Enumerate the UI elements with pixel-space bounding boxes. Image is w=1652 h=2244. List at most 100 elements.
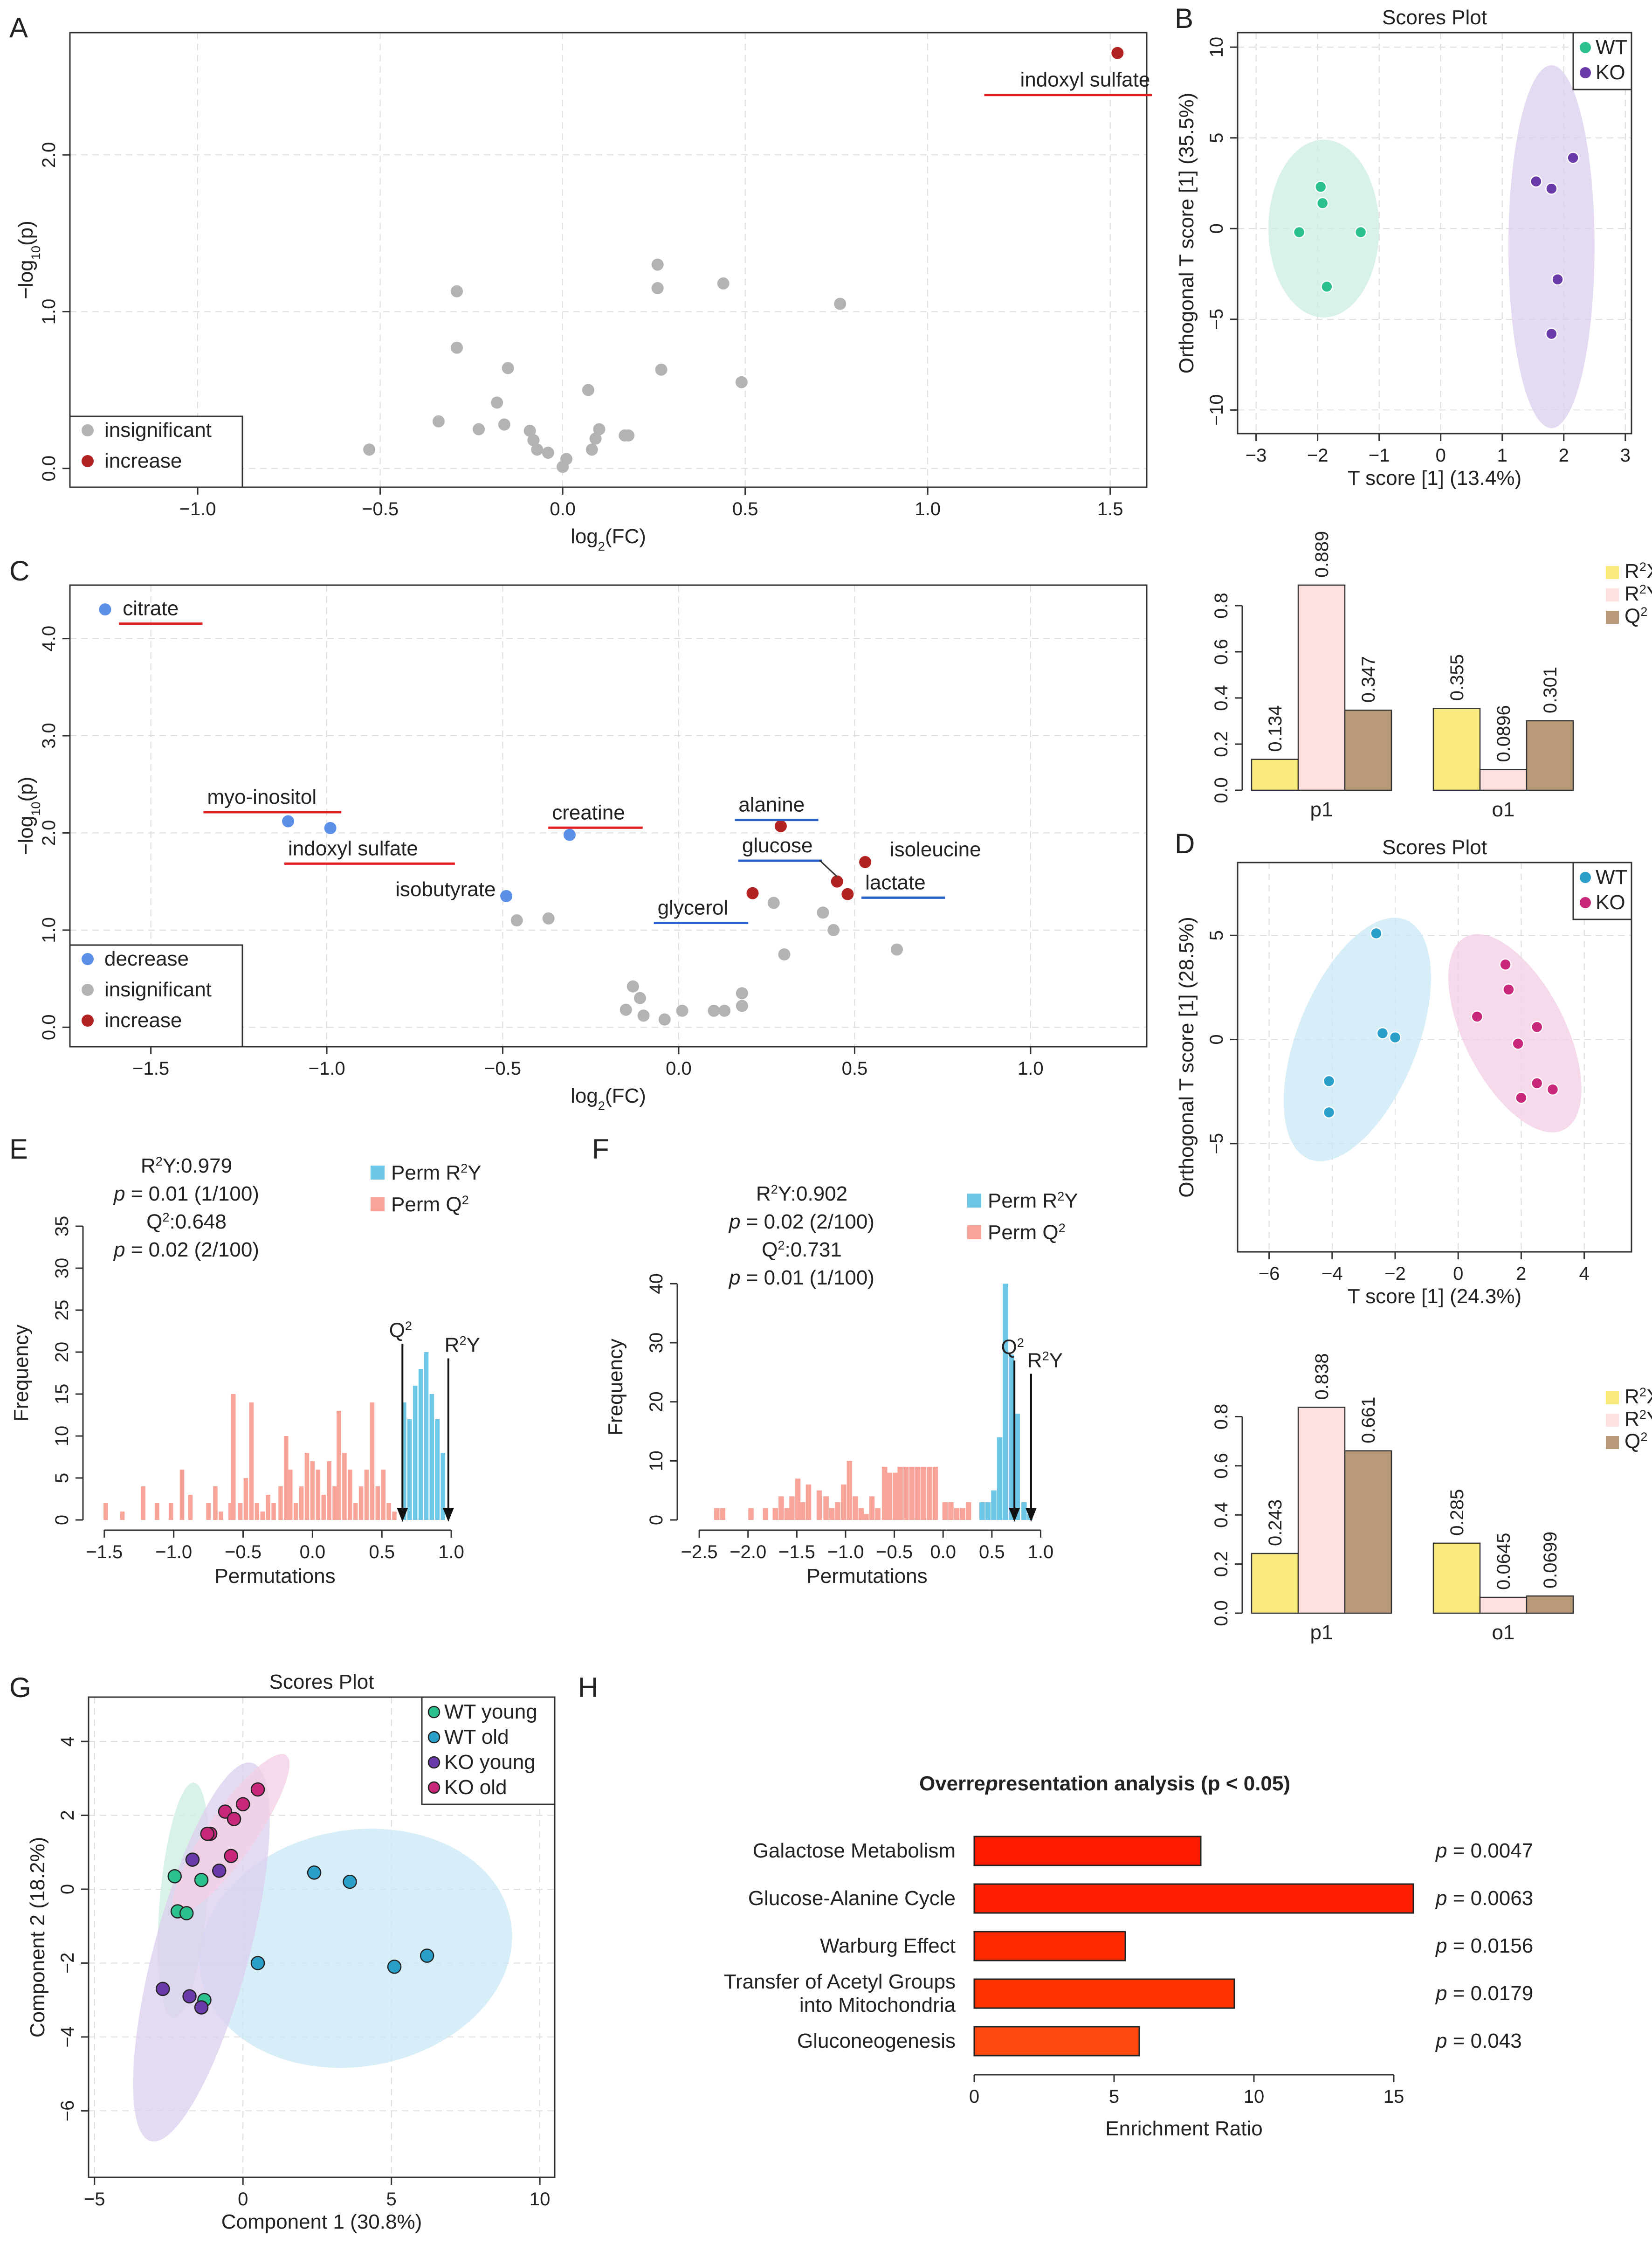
y-tick-label: 2 [57,1810,78,1820]
hist-bar-perm-q2 [141,1486,145,1520]
point-label: isobutyrate [395,878,496,901]
legend-marker [82,953,94,965]
y-tick-label: 30 [646,1333,667,1353]
legend-label: KO old [444,1776,507,1799]
title-part: resentation analysis (p < 0.05) [998,1772,1290,1795]
legend-label-part: 2 [1057,1189,1064,1203]
legend-label: increase [104,1009,182,1032]
bar-value-label: 0.134 [1265,705,1286,752]
marker-label-part: Y [1049,1349,1063,1372]
data-point-insignificant [637,1009,650,1022]
x-tick-label: 5 [386,2189,397,2209]
data-point-insignificant [582,384,594,396]
data-point-decrease [99,603,111,616]
hist-bar-perm-q2 [386,1503,391,1520]
hist-bar-perm-q2 [219,1512,223,1520]
x-axis-title: Component 1 (30.8%) [221,2210,422,2233]
score-point-wt-old [307,1865,322,1880]
confidence-ellipse-wt-old [199,1829,512,2068]
legend-label-part: R [1624,560,1639,583]
marker-label: Q2 [389,1319,412,1342]
data-point-insignificant [891,943,903,956]
hist-bar-perm-q2 [278,1486,283,1520]
y-axis-title-part: Orthogonal T score [1] (35.5%) [1175,93,1198,373]
legend-label-part: Y [1064,1189,1078,1212]
y-tick-label: 0 [57,1884,78,1894]
hist-bar-perm-r2y [441,1453,445,1520]
hist-bar-perm-q2 [863,1514,869,1520]
hist-bar-perm-r2y [985,1502,991,1520]
legend-label-part: Perm Q [391,1193,462,1216]
legend-swatch [1606,1436,1619,1449]
x-tick-label: 0.0 [666,1058,692,1079]
hist-bar-perm-q2 [932,1467,938,1520]
data-point-insignificant [655,363,668,376]
x-tick-label: 0.5 [842,1058,868,1079]
bar-value-label: 0.661 [1358,1397,1379,1443]
hist-bar-perm-q2 [299,1486,304,1520]
score-point-ko [1499,958,1512,971]
marker-label: R2Y [1027,1348,1063,1372]
legend-swatch [1606,1414,1619,1427]
data-point-insignificant [542,447,554,459]
hist-bar-perm-q2 [327,1461,331,1520]
data-point-insignificant [718,1004,731,1017]
data-point-insignificant [451,341,463,354]
x-axis-title-part: T score [1] (13.4%) [1348,467,1521,490]
bar-r2x-p1 [1251,1553,1299,1614]
x-axis-title-part: (FC) [605,525,646,548]
stat-line-part: = 0.02 (2/100) [125,1238,259,1261]
hist-bar-perm-q2 [103,1503,108,1520]
score-point-wt [1322,1106,1335,1119]
x-tick-label: 1.0 [438,1542,464,1562]
score-point-ko [1471,1010,1484,1023]
y-axis-title: −log10(p) [14,221,43,299]
marker-label-part: R [1027,1349,1042,1372]
stat-line: Q2:0.648 [146,1210,227,1234]
y-tick-label: 0.4 [1211,685,1232,711]
x-tick-label: 15 [1384,2086,1404,2107]
y-axis-title-part: Frequency [10,1325,33,1422]
score-point-ko [1530,175,1542,188]
y-tick-label: 3.0 [39,723,59,749]
hist-bar-perm-r2y [1021,1502,1027,1520]
hist-bar-perm-q2 [784,1508,790,1520]
legend-label: Perm R2Y [391,1161,482,1185]
confidence-ellipse-ko [1448,934,1582,1132]
hist-bar-perm-q2 [748,1508,754,1520]
hist-bar-perm-q2 [805,1484,812,1520]
legend-label-part: X [1646,560,1652,583]
hist-bar-perm-q2 [155,1503,159,1520]
hist-bar-perm-q2 [909,1467,915,1520]
bar-r2y-o1 [1479,1596,1528,1614]
legend-label-part: X [1646,1385,1652,1408]
legend-marker [82,1015,94,1027]
score-point-ko [1546,1083,1559,1096]
panel-g-scores: −5 0 5 10 −6 −4 −2 0 2 4 Component 1 (30.8%) Compon… [26,1671,556,2233]
point-label: alanine [738,794,805,816]
bar-value-label: 0.0896 [1494,705,1514,762]
stat-line-part: Y:0.979 [163,1154,232,1177]
data-point-insignificant [658,1013,671,1026]
hist-bar-perm-r2y [413,1386,418,1520]
y-tick-label: 0.6 [1211,1453,1232,1479]
plot-frame [69,32,1148,488]
hist-bar-perm-q2 [310,1461,315,1520]
legend-label-part: R [1624,582,1639,605]
y-axis-title: Frequency [604,1339,627,1436]
data-point-insignificant [827,924,840,936]
bar-r2x-o1 [1432,708,1481,791]
hist-bar-perm-q2 [370,1402,375,1520]
panel-labels: A B C D E F G H [9,3,1195,1703]
x-tick-label: 10 [530,2189,551,2209]
y-tick-label: 5 [1206,133,1227,143]
x-axis-title-part: Permutations [806,1565,927,1588]
plot-frame [1237,862,1632,1253]
data-point-insignificant [619,429,631,442]
plot-title: Scores Plot [1382,6,1487,29]
hist-bar-perm-r2y [429,1394,434,1520]
data-point-insignificant [557,461,569,473]
hist-bar-perm-q2 [260,1512,265,1520]
data-point-increase [841,888,854,900]
